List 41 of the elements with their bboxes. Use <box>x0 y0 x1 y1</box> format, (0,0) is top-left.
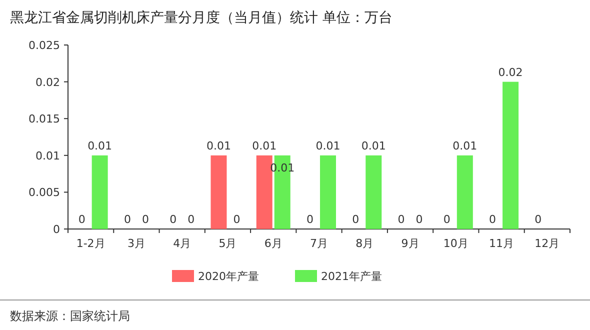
data-label: 0 <box>489 213 496 226</box>
data-label: 0 <box>443 213 450 226</box>
y-tick-label: 0.005 <box>28 186 60 200</box>
x-tick-label: 1-2月 <box>76 237 106 250</box>
data-label: 0.01 <box>252 139 277 152</box>
data-label: 0 <box>233 213 240 226</box>
x-tick-label: 4月 <box>173 237 192 250</box>
data-label: 0 <box>398 213 405 226</box>
x-tick-label: 7月 <box>310 237 328 250</box>
x-tick-label: 8月 <box>356 237 374 250</box>
x-tick-label: 5月 <box>218 237 237 250</box>
y-tick-label: 0.015 <box>28 112 60 126</box>
x-tick-label: 10月 <box>443 237 468 250</box>
data-label: 0 <box>78 213 86 226</box>
data-label: 0.01 <box>206 139 231 152</box>
data-label: 0.01 <box>316 139 340 152</box>
data-label: 0 <box>306 213 314 226</box>
legend-label: 2020年产量 <box>198 270 259 283</box>
data-label: 0.01 <box>452 139 478 152</box>
y-tick-label: 0.01 <box>36 149 60 162</box>
x-tick-label: 9月 <box>401 237 420 250</box>
chart-title: 黑龙江省金属切削机床产量分月度（当月值）统计 单位：万台 <box>10 10 392 26</box>
data-label: 0.01 <box>88 139 112 152</box>
data-label: 0 <box>534 213 542 226</box>
data-label: 0.01 <box>361 139 386 152</box>
y-tick-label: 0.025 <box>28 39 60 52</box>
source-note: 数据来源：国家统计局 <box>10 309 130 323</box>
data-label: 0 <box>416 213 423 226</box>
y-tick-label: 0 <box>53 223 60 236</box>
data-label: 0 <box>142 213 149 226</box>
data-label: 0 <box>124 213 131 226</box>
data-label: 0 <box>170 213 177 226</box>
data-label: 0 <box>352 213 360 226</box>
y-tick-label: 0.02 <box>36 76 60 89</box>
x-tick-label: 12月 <box>534 237 560 250</box>
data-label: 0 <box>188 213 195 226</box>
x-tick-label: 6月 <box>264 237 282 250</box>
x-tick-label: 3月 <box>127 237 146 250</box>
legend-label: 2021年产量 <box>321 270 382 283</box>
x-tick-label: 11月 <box>489 237 514 250</box>
data-label: 0.02 <box>498 66 523 79</box>
